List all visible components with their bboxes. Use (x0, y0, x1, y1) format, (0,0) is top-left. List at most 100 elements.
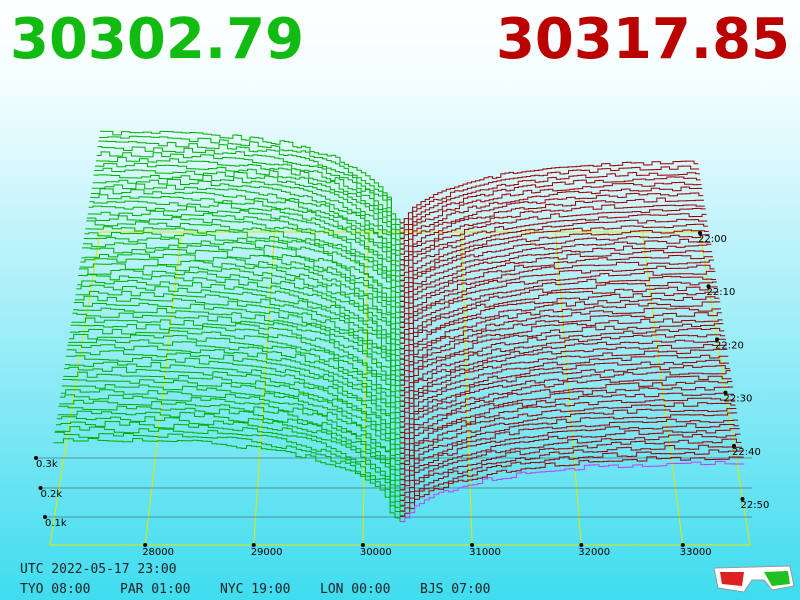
ask-profile (400, 192, 704, 255)
bid-profile (89, 200, 405, 292)
bid-profile (67, 344, 405, 433)
bid-profile (55, 421, 405, 506)
3d-glasses-icon[interactable] (713, 565, 795, 593)
ask-profile (400, 344, 727, 407)
bid-profile (85, 226, 405, 318)
bid-profile (55, 426, 405, 512)
x-tick-label: 30000 (360, 547, 392, 558)
ask-profile (400, 444, 743, 507)
ask-profile (400, 327, 725, 392)
zone-time: BJS 07:00 (420, 582, 490, 597)
ask-profile (400, 438, 742, 502)
green-lens (764, 571, 790, 586)
time-tick-label: 22:50 (741, 500, 770, 511)
ask-profile (400, 234, 710, 297)
ask-profile (400, 291, 719, 355)
bid-profile (53, 438, 405, 522)
bid-profile (91, 183, 405, 276)
time-tick-dot (723, 390, 728, 395)
ask-profile (400, 281, 717, 344)
ask-profile (400, 375, 732, 439)
bid-profile (90, 194, 405, 287)
bid-profile (70, 324, 405, 412)
bid-profile (93, 174, 405, 266)
x-tick-dot (143, 543, 148, 547)
ask-price: 30317.85 (496, 7, 790, 72)
x-grid-line (461, 231, 473, 546)
bid-profile (97, 146, 405, 239)
zone-time: TYO 08:00 (20, 582, 90, 597)
bid-profile (57, 410, 405, 496)
ask-profile (400, 392, 734, 454)
ask-profile (400, 165, 700, 229)
ask-profile (400, 275, 717, 339)
bid-profile (68, 339, 405, 428)
bid-profile (59, 399, 405, 485)
bid-profile (71, 317, 405, 407)
ask-profile (400, 160, 699, 224)
x-tick-label: 28000 (142, 547, 174, 558)
ask-profile (400, 286, 718, 350)
ask-profile (400, 259, 714, 323)
ask-profile (400, 296, 720, 360)
bid-profile (64, 361, 405, 449)
bid-profile (92, 178, 405, 271)
bid-profile (95, 156, 405, 250)
ask-profile (400, 186, 703, 250)
bid-profile (54, 431, 405, 517)
depth-tick-dot (38, 486, 43, 490)
x-tick-label: 33000 (680, 547, 712, 558)
ask-profile (400, 254, 713, 318)
ask-profile (400, 408, 737, 470)
ask-profile (400, 433, 741, 496)
bid-profile (63, 371, 405, 459)
x-tick-label: 32000 (578, 547, 610, 558)
ask-profile (400, 370, 731, 434)
ask-profile (400, 365, 730, 428)
bid-profile (64, 366, 405, 454)
bid-profile (87, 210, 405, 302)
bid-profile (61, 384, 405, 470)
bid-profile (69, 328, 405, 417)
bid-profile (69, 333, 405, 423)
ask-profile (400, 380, 733, 444)
ask-profile (400, 386, 734, 449)
ask-profile (400, 449, 743, 512)
bid-profile (82, 247, 405, 339)
ask-profile (400, 428, 740, 491)
x-tick-dot (360, 543, 365, 547)
depth-tick-label: 0.3k (36, 459, 58, 470)
ask-profile (400, 250, 713, 313)
depth-tick-label: 0.2k (41, 489, 63, 500)
ask-profile (400, 238, 711, 302)
time-tick-label: 22:00 (698, 234, 727, 245)
bid-profile (80, 258, 405, 349)
zone-time: PAR 01:00 (120, 582, 190, 597)
ask-profile (400, 197, 704, 261)
ask-profile (400, 172, 700, 234)
time-tick-label: 22:40 (732, 447, 761, 458)
ask-profile (400, 270, 716, 334)
bid-profile (56, 416, 405, 501)
time-tick-dot (732, 443, 736, 448)
ask-profile (400, 264, 715, 329)
bid-profile (75, 290, 405, 381)
red-lens (720, 572, 744, 586)
bid-profile (73, 307, 405, 396)
ask-profile (400, 456, 744, 517)
ask-profile (400, 223, 708, 287)
utc-time: UTC 2022-05-17 23:00 (20, 562, 177, 577)
bid-profile (84, 232, 405, 323)
time-tick-dot (698, 231, 702, 235)
bid-profile (94, 167, 405, 260)
bid-profile (78, 274, 405, 365)
ask-profile (400, 412, 738, 475)
bid-profile (96, 151, 405, 245)
ask-profile (400, 307, 721, 371)
bid-profile (83, 236, 405, 328)
bid-profile (60, 394, 405, 480)
ask-profile (400, 181, 702, 245)
x-tick-dot (579, 543, 584, 547)
ask-profile (400, 312, 722, 376)
